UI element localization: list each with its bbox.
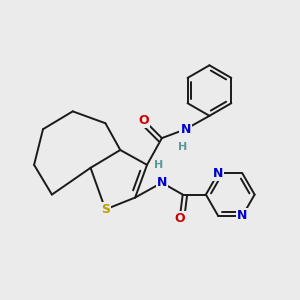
- Text: N: N: [157, 176, 167, 189]
- Text: N: N: [237, 209, 248, 222]
- Text: O: O: [139, 114, 149, 127]
- Text: O: O: [174, 212, 185, 225]
- Text: H: H: [178, 142, 187, 152]
- Text: S: S: [101, 203, 110, 216]
- Text: N: N: [213, 167, 223, 180]
- Text: N: N: [181, 123, 191, 136]
- Text: H: H: [154, 160, 164, 170]
